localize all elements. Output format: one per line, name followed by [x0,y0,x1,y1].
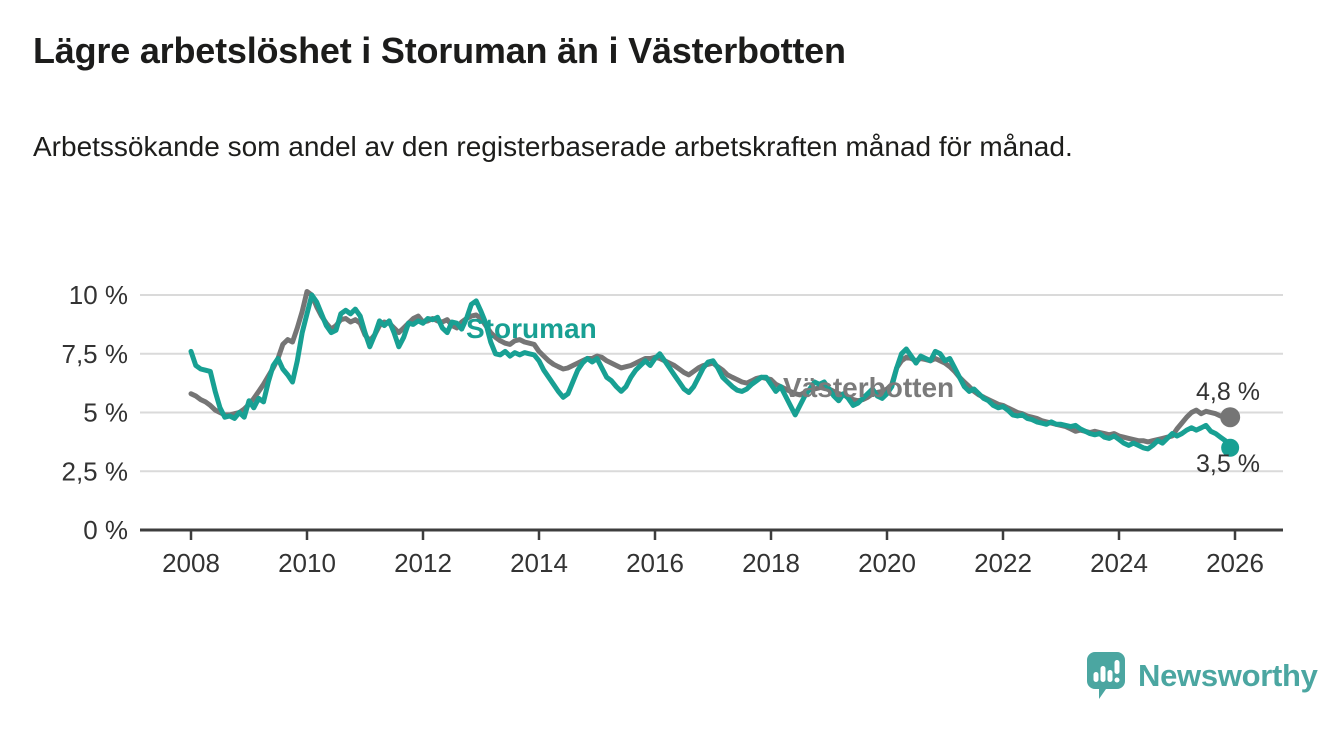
x-tick-label: 2012 [394,548,452,578]
x-tick-label: 2014 [510,548,568,578]
x-tick-label: 2008 [162,548,220,578]
y-tick-label: 7,5 % [62,339,129,369]
y-tick-label: 0 % [83,515,128,545]
logo-bar-short [1093,672,1099,682]
logo-exclamation-dot [1114,677,1120,683]
x-tick-label: 2010 [278,548,336,578]
series-label-vasterbotten: Västerbotten [783,372,955,403]
series-end-dot-storuman [1221,438,1240,457]
logo-exclamation-bar [1114,660,1120,674]
y-tick-label: 5 % [83,398,128,428]
x-tick-label: 2024 [1090,548,1148,578]
logo-bar-medium [1107,670,1113,682]
logo-bar-tall [1100,666,1106,682]
x-tick-label: 2020 [858,548,916,578]
x-tick-label: 2026 [1206,548,1264,578]
x-tick-label: 2016 [626,548,684,578]
chart-subtitle: Arbetssökande som andel av den registerb… [33,131,1073,162]
newsworthy-speech-bubble-bar-chart-icon [1087,652,1125,699]
y-tick-label: 2,5 % [62,456,129,486]
end-value-label-vasterbotten: 4,8 % [1196,378,1260,406]
x-tick-label: 2022 [974,548,1032,578]
y-tick-label: 10 % [69,280,128,310]
series-line-storuman [188,292,1233,452]
newsworthy-logo: Newsworthy [1086,651,1318,700]
brand-wordmark: Newsworthy [1138,657,1318,693]
end-value-label-storuman: 3,5 % [1196,450,1260,478]
series-end-dot-västerbotten [1220,407,1241,428]
series-label-storuman: Storuman [466,313,597,344]
chart-title: Lägre arbetslöshet i Storuman än i Väste… [33,30,846,71]
logo-bubble-shape [1087,652,1125,699]
x-tick-label: 2018 [742,548,800,578]
